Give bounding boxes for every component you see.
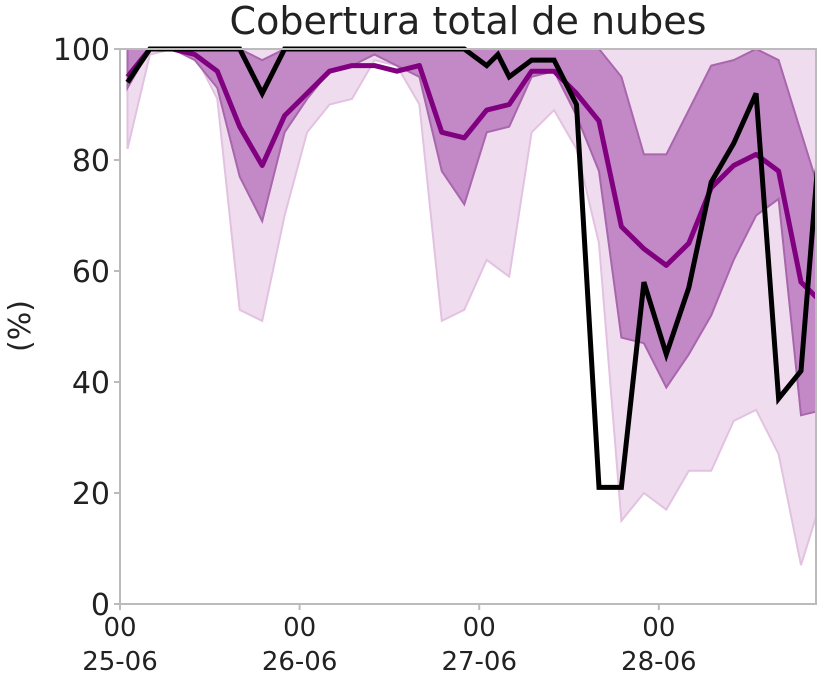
observed-line [125,46,816,490]
axes-frame [119,48,817,605]
y-tick-label: 80 [72,144,110,179]
x-tick-label-date: 27-06 [441,647,517,675]
x-tick-label-hour: 00 [463,613,496,643]
x-tick-label-hour: 00 [103,613,136,643]
x-tick-label-date: 26-06 [262,647,338,675]
y-tick-label: 40 [72,366,110,401]
y-tick-label: 100 [53,33,110,68]
x-tick-label-date: 28-06 [621,647,697,675]
x-axis-ticks: 00 25-06 00 26-06 00 27-06 00 28-06 [82,604,697,675]
y-tick-label: 60 [72,255,110,290]
plot-area [125,46,816,566]
y-axis-label: (%) [3,300,38,352]
axes [119,48,817,605]
x-tick-label-date: 25-06 [82,647,158,675]
x-tick-label-hour: 00 [642,613,675,643]
chart-title: Cobertura total de nubes [230,0,707,43]
x-tick-label-hour: 00 [283,613,316,643]
y-axis-ticks: 0 20 40 60 80 100 [53,33,120,623]
y-tick-label: 20 [72,477,110,512]
y-tick-label: 0 [91,588,110,623]
